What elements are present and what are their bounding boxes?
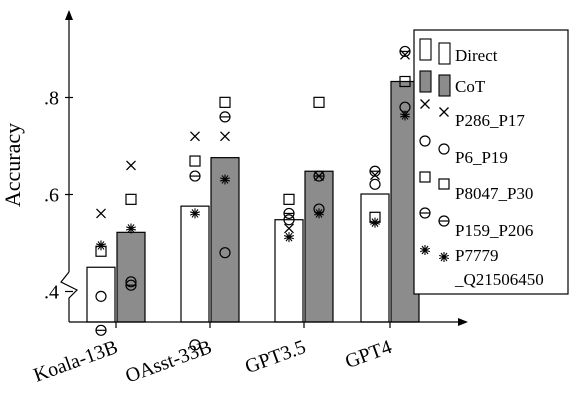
marker-p286-p17-oasst-33b-cot [220,131,230,142]
x-tick-label-koala-13b: Koala-13B [31,336,121,387]
marker-p6-p19-oasst-33b-direct [189,339,201,351]
marker-p7779-q21506450-oasst-33b-cot [220,174,230,185]
marker-p159-p206-koala-13b-cot [125,279,137,291]
marker-p7779-q21506450-gpt4-cot [400,110,410,121]
bars [86,80,420,323]
marker-p7779-q21506450-gpt3-5-cot [314,208,324,219]
marker-p6-p19-koala-13b-direct [95,290,107,302]
marker-p7779-q21506450-koala-13b-cot [126,223,136,234]
bar-direct-koala-13b [86,266,116,323]
marker-p159-p206-gpt4-cot [399,45,411,58]
legend-swatch-direct-a [419,38,432,61]
legend-swatch-cot-a [419,70,432,93]
marker-p7779-q21506450-oasst-33b-direct [190,208,200,219]
marker-p286-p17-koala-13b-direct [96,208,106,219]
marker-p159-p206-gpt3-5-direct [283,207,295,220]
y-tick-label-1: .6 [44,185,59,207]
bar-direct-gpt4 [360,193,390,323]
marker-p286-p17-gpt4-direct [370,170,380,181]
x-tick-label-oasst-33b: OAsst-33B [123,336,215,387]
legend-marker-p8047-p30-b [438,178,450,190]
legend-marker-p6-p19-b [438,143,450,155]
marker-p286-p17-oasst-33b-direct [190,131,200,142]
legend-label-direct: Direct [455,46,498,65]
x-tick-label-gpt4: GPT4 [342,336,394,373]
legend-label-p286-p17: P286_P17 [455,111,525,130]
y-tick-label-2: .8 [44,88,59,110]
marker-p8047-p30-oasst-33b-cot [219,96,231,108]
marker-p8047-p30-gpt3-5-cot [313,96,325,108]
legend-marker-p286-p17-a [420,99,430,109]
marker-p8047-p30-gpt4-cot [399,75,411,88]
marker-p286-p17-gpt3-5-direct [284,223,294,234]
marker-p6-p19-koala-13b-cot [125,276,137,288]
marker-p6-p19-gpt4-direct [369,178,381,190]
y-tick-label-0: .4 [44,282,59,304]
marker-p159-p206-gpt4-direct [369,165,381,177]
y-axis-label: Accuracy [0,123,25,207]
marker-p8047-p30-koala-13b-cot [125,193,137,205]
legend-label-p7779: P7779 [455,246,498,265]
legend-marker-p159-p206-b [438,215,450,227]
marker-p8047-p30-oasst-33b-direct [189,155,201,167]
x-axis-arrow [458,318,468,326]
y-axis-arrow [65,10,73,20]
legend-marker-p7779-b [439,252,449,262]
marker-p159-p206-gpt3-5-cot [313,170,325,182]
legend-marker-p159-p206-a [419,207,431,219]
legend-marker-p286-p17-b [439,107,449,117]
legend: Direct CoT P286_P17 P6_P19 P8047_P30 P159_P20… [413,29,569,295]
legend-box [413,29,569,295]
markers [95,45,411,351]
marker-p8047-p30-gpt3-5-direct [283,193,295,205]
marker-p6-p19-oasst-33b-cot [219,247,231,259]
marker-p159-p206-oasst-33b-direct [189,170,201,182]
legend-label-p159-p206: P159_P206 [455,221,533,240]
legend-swatch-direct-b [438,42,451,65]
x-tick-label-gpt3-5: GPT3.5 [242,336,309,378]
marker-p159-p206-oasst-33b-cot [219,111,231,123]
marker-p7779-q21506450-koala-13b-direct [96,240,106,251]
marker-p286-p17-koala-13b-cot [126,160,136,171]
legend-label-p8047-p30: P8047_P30 [455,184,533,203]
bar-cot-gpt3-5 [304,170,334,323]
marker-p7779-q21506450-gpt4-direct [370,217,380,228]
legend-marker-p6-p19-a [419,135,431,147]
marker-p159-p206-koala-13b-direct [95,324,107,336]
bar-cot-oasst-33b [210,157,240,323]
legend-swatch-cot-b [438,74,451,97]
legend-marker-p8047-p30-a [419,171,431,183]
legend-label-p6-p19: P6_P19 [455,148,508,167]
y-axis-break [60,271,79,322]
marker-p6-p19-gpt3-5-direct [283,214,295,226]
marker-p7779-q21506450-gpt3-5-direct [284,232,294,243]
legend-label-q21506450: _Q21506450 [454,270,544,289]
bar-direct-oasst-33b [180,205,210,323]
legend-label-cot: CoT [455,77,486,96]
legend-marker-p7779-a [420,245,430,255]
